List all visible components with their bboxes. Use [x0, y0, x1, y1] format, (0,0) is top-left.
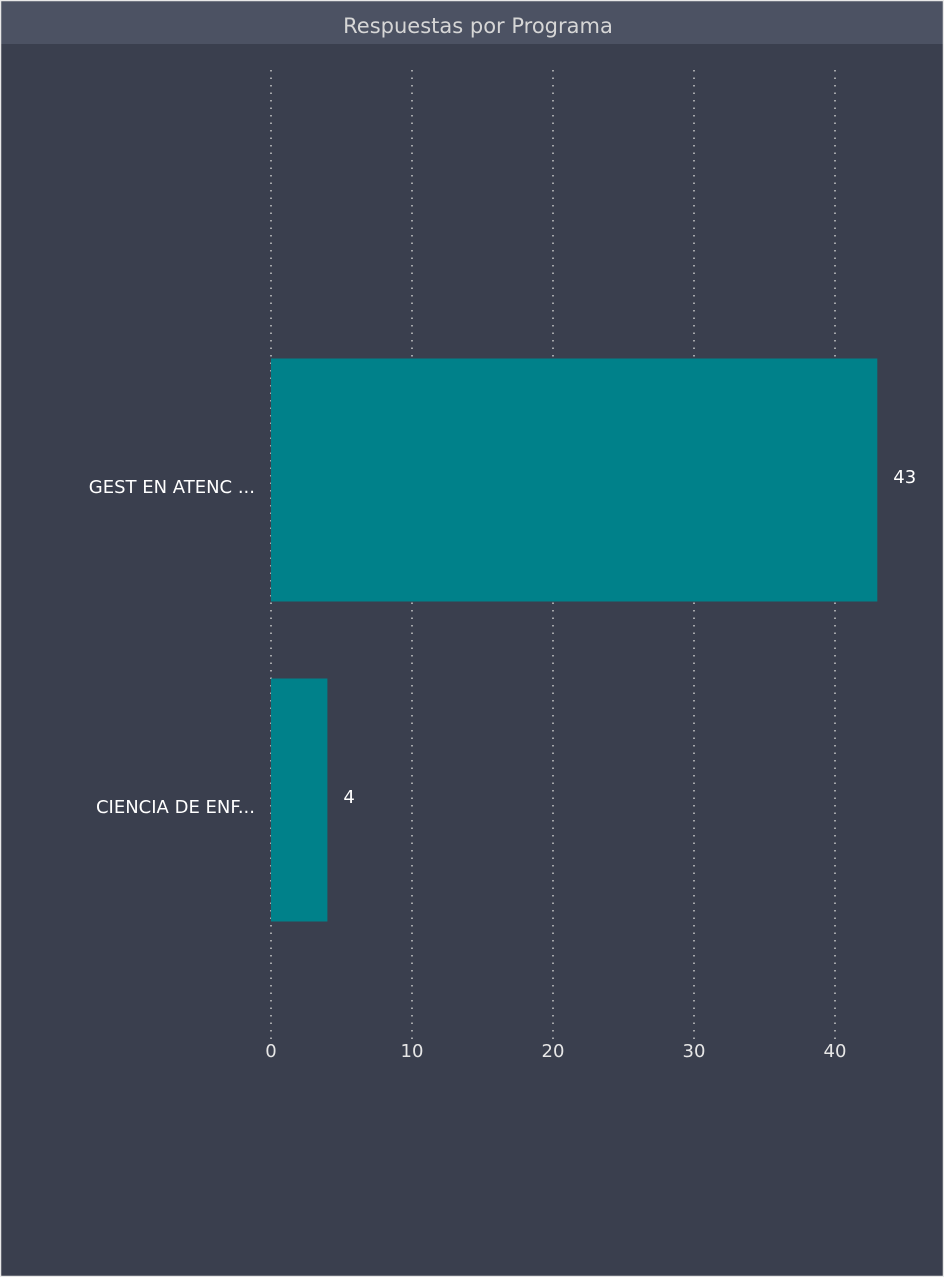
chart-title: Respuestas por Programa: [343, 14, 613, 38]
bar: [271, 678, 328, 922]
x-tick-label: 0: [265, 1041, 276, 1062]
x-tick-label: 10: [401, 1041, 424, 1062]
x-tick-label: 20: [542, 1041, 565, 1062]
data-label: 43: [893, 467, 916, 488]
bar: [271, 358, 878, 602]
x-tick-label: 40: [824, 1041, 847, 1062]
x-tick-label: 30: [683, 1041, 706, 1062]
y-tick-label: GEST EN ATENC ...: [89, 477, 255, 498]
title-bar: [0, 0, 944, 44]
data-label: 4: [343, 787, 354, 808]
y-tick-label: CIENCIA DE ENF...: [96, 797, 255, 818]
